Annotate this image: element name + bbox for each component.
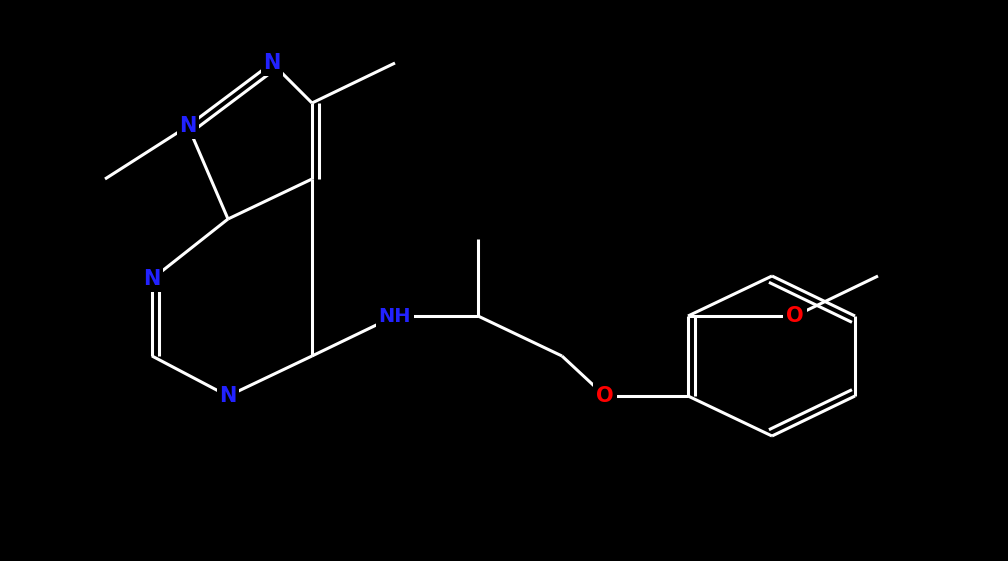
Text: N: N [143, 269, 160, 289]
Text: O: O [786, 306, 803, 326]
Text: N: N [179, 116, 197, 136]
Text: N: N [220, 386, 237, 406]
Text: O: O [596, 386, 614, 406]
Text: NH: NH [379, 306, 411, 325]
Text: N: N [263, 53, 280, 73]
